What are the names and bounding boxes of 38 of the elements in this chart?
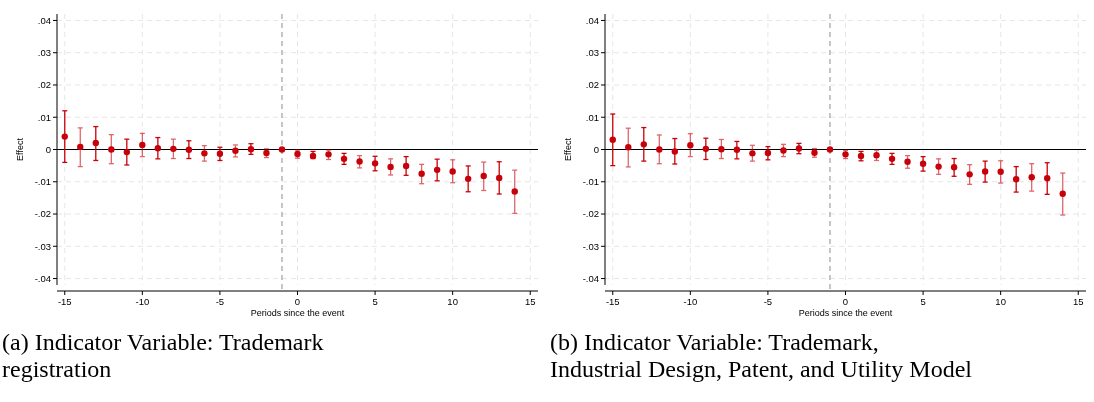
x-tick-label: -10 <box>135 296 150 307</box>
x-tick-label: 10 <box>995 296 1006 307</box>
y-tick-label: .04 <box>37 14 51 26</box>
x-tick-label: -5 <box>763 296 773 307</box>
y-axis-title: Effect <box>563 137 573 161</box>
text: (a) Indicator Variable: Trademark registration <box>2 329 324 382</box>
y-tick-label: .03 <box>585 47 599 59</box>
x-axis-title: Periods since the event <box>250 308 345 318</box>
y-tick-label: .03 <box>37 47 51 59</box>
y-tick-label: -.02 <box>34 208 51 220</box>
x-tick-label: 15 <box>524 296 536 307</box>
y-axis-title: Effect <box>15 137 25 161</box>
y-tick-label: -.01 <box>582 176 599 188</box>
x-tick-label: 5 <box>920 296 926 307</box>
y-tick-label: -.03 <box>34 240 51 252</box>
y-tick-label: -.04 <box>34 272 51 284</box>
y-tick-label: -.03 <box>582 240 599 252</box>
y-tick-label: 0 <box>45 143 51 155</box>
x-tick-label: -10 <box>683 296 698 307</box>
x-tick-label: -15 <box>57 296 72 307</box>
y-tick-label: .02 <box>37 79 51 91</box>
x-tick-label: 0 <box>294 296 301 307</box>
x-tick-label: -5 <box>215 296 225 307</box>
y-tick-label: 0 <box>593 143 599 155</box>
y-tick-label: .01 <box>37 111 51 123</box>
y-tick-label: .01 <box>585 111 599 123</box>
y-tick-label: -.02 <box>582 208 599 220</box>
x-tick-label: 5 <box>372 296 378 307</box>
y-tick-label: -.04 <box>582 272 599 284</box>
x-axis-title: Periods since the event <box>798 308 893 318</box>
x-tick-label: -15 <box>605 296 620 307</box>
x-tick-label: 0 <box>842 296 849 307</box>
y-tick-label: .04 <box>585 14 599 26</box>
y-tick-label: -.01 <box>34 176 51 188</box>
x-tick-label: 15 <box>1072 296 1084 307</box>
text: (b) Indicator Variable: Trademark, Industrial Design, Patent, and Utility Model <box>550 329 973 382</box>
y-tick-label: .02 <box>585 79 599 91</box>
x-tick-label: 10 <box>447 296 458 307</box>
